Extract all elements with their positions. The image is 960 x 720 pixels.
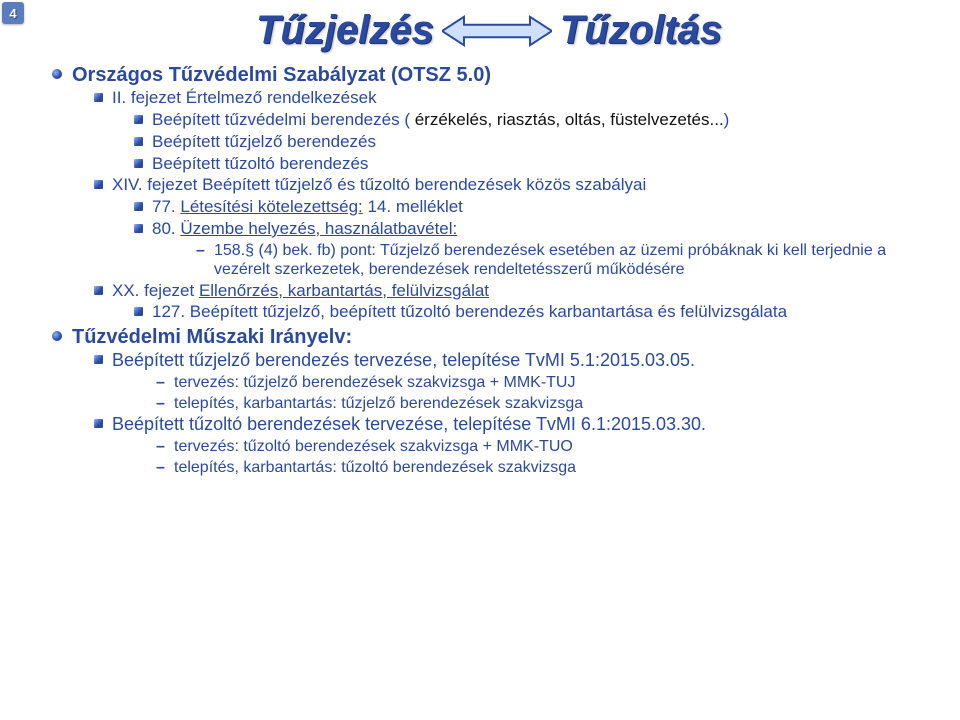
frag-pre: Beépített tűzvédelmi berendezés ( [152,110,410,129]
slide-root: 4 Tűzjelzés Tűzoltás Országos Tűzvédelmi… [0,0,960,720]
item-127: 127. Beépített tűzjelző, beépített tűzol… [112,302,930,323]
slide-number: 4 [9,6,16,21]
item-ii-text: II. fejezet Értelmező rendelkezések [112,88,377,107]
item-tvmi-61: Beépített tűzoltó berendezések tervezése… [72,414,930,477]
item-80: 80. Üzembe helyezés, használatbavétel: 1… [112,219,930,280]
frag-pre: 80. [152,219,180,238]
title-row: Tűzjelzés Tűzoltás [48,0,930,53]
item-tvmi-51-telep: telepítés, karbantartás: tűzjelző berend… [112,394,930,414]
frag-under: Ellenőrzés, karbantartás, felülvizsgálat [199,281,489,300]
frag-under: Üzembe helyezés, használatbavétel: [180,219,457,238]
text: tervezés: tűzjelző berendezések szakvizs… [174,374,575,391]
item-77: 77. Létesítési kötelezettség: 14. mellék… [112,197,930,218]
item-tvmi: Tűzvédelmi Műszaki Irányelv: Beépített t… [48,325,930,477]
frag-post: 14. melléklet [363,197,463,216]
content-root: Országos Tűzvédelmi Szabályzat (OTSZ 5.0… [48,63,930,477]
frag-pre: 77. [152,197,180,216]
text: Beépített tűzoltó berendezés [152,154,368,173]
text: Beépített tűzjelző berendezés tervezése,… [112,350,695,370]
item-tvmi-61-telep: telepítés, karbantartás: tűzoltó berende… [112,458,930,478]
text: Beépített tűzoltó berendezések tervezése… [112,414,706,434]
item-ii-fejezet: II. fejezet Értelmező rendelkezések Beép… [72,88,930,174]
frag-under: Létesítési kötelezettség: [180,197,362,216]
item-beep-tuzolto: Beépített tűzoltó berendezés [112,154,930,175]
frag-em: érzékelés, riasztás, oltás, füstelvezeté… [410,110,724,129]
text: tervezés: tűzoltó berendezések szakvizsg… [174,438,573,455]
title-right: Tűzoltás [560,8,722,53]
text: 127. Beépített tűzjelző, beépített tűzol… [152,302,787,321]
text: telepítés, karbantartás: tűzoltó berende… [174,459,576,476]
item-tvmi-61-terv: tervezés: tűzoltó berendezések szakvizsg… [112,437,930,457]
text: 158.§ (4) bek. fb) pont: Tűzjelző berend… [214,242,886,279]
double-arrow-icon [442,15,552,47]
item-otsz: Országos Tűzvédelmi Szabályzat (OTSZ 5.0… [48,63,930,323]
item-tvmi-51: Beépített tűzjelző berendezés tervezése,… [72,350,930,413]
title-left: Tűzjelzés [256,8,434,53]
item-158: 158.§ (4) bek. fb) pont: Tűzjelző berend… [152,241,930,280]
item-xiv-fejezet: XIV. fejezet Beépített tűzjelző és tűzol… [72,175,930,279]
item-beep-tuzvedelmi: Beépített tűzvédelmi berendezés ( érzéke… [112,110,930,131]
frag-post: ) [724,110,730,129]
item-tvmi-51-terv: tervezés: tűzjelző berendezések szakvizs… [112,373,930,393]
text: Beépített tűzjelző berendezés [152,132,376,151]
item-otsz-text: Országos Tűzvédelmi Szabályzat (OTSZ 5.0… [72,64,491,86]
double-arrow-shape [442,16,552,44]
item-xx-fejezet: XX. fejezet Ellenőrzés, karbantartás, fe… [72,281,930,323]
frag-pre: XX. fejezet [112,281,199,300]
slide-number-badge: 4 [2,2,24,24]
text: Tűzvédelmi Műszaki Irányelv: [72,326,352,348]
item-beep-tuzjelzo: Beépített tűzjelző berendezés [112,132,930,153]
text: XIV. fejezet Beépített tűzjelző és tűzol… [112,175,646,194]
text: telepítés, karbantartás: tűzjelző berend… [174,395,583,412]
